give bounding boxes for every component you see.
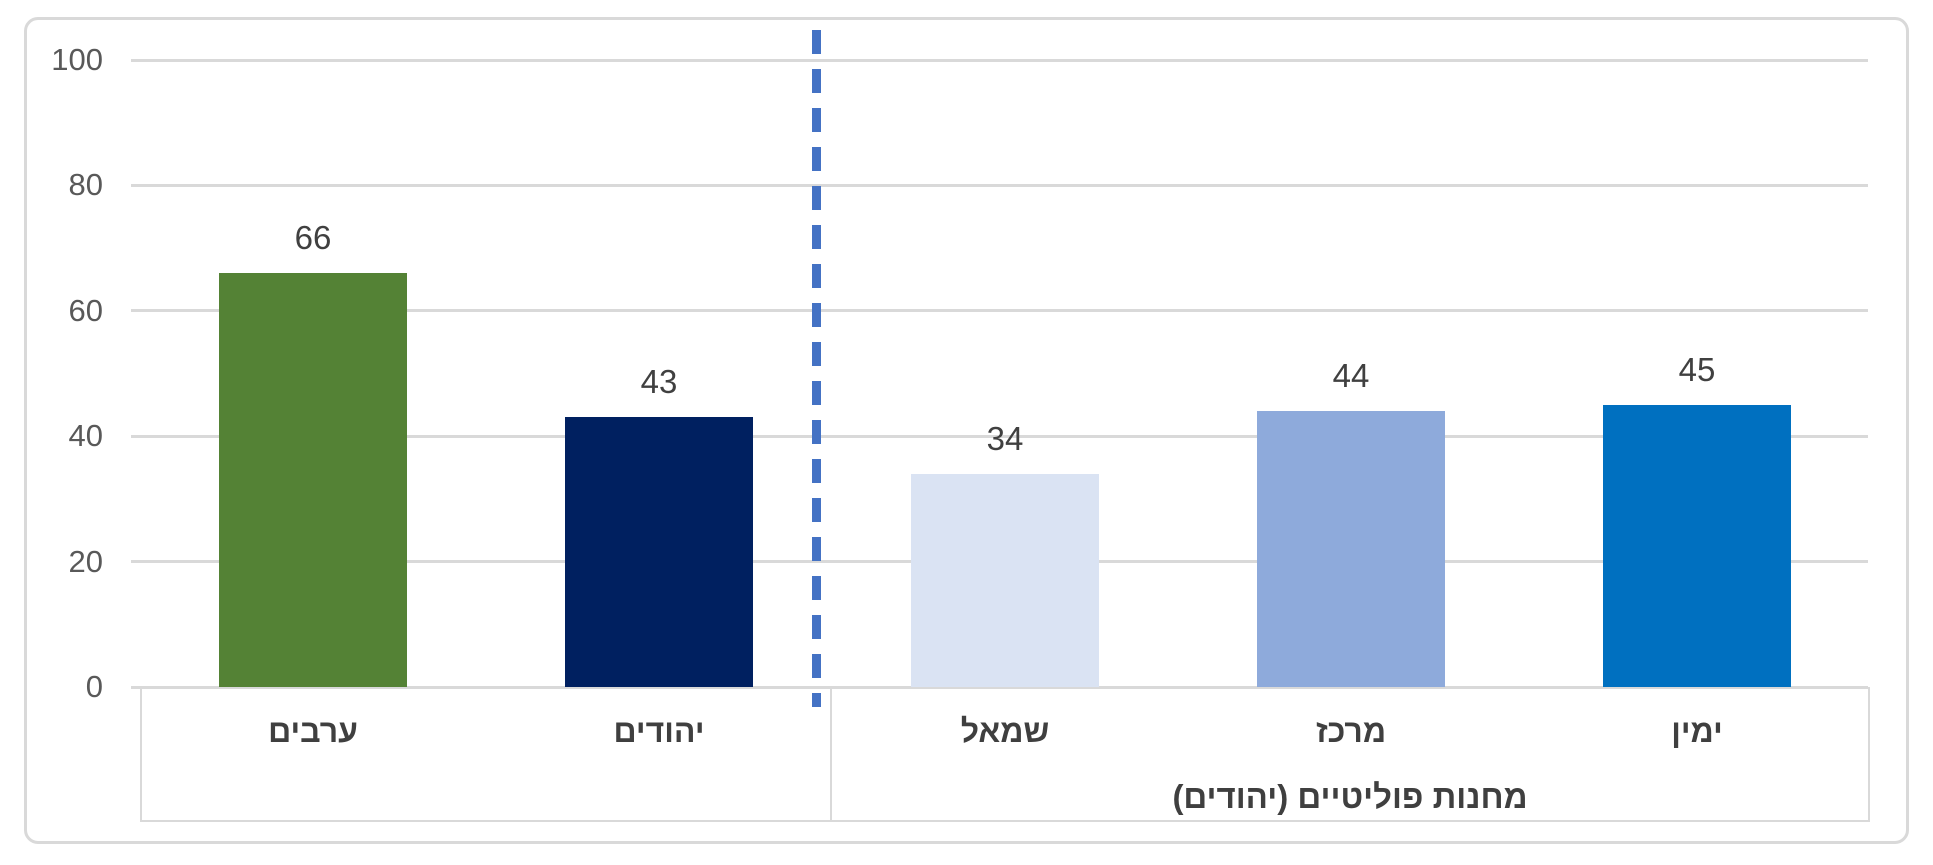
y-tick-label-100: 100 bbox=[51, 42, 103, 77]
y-tick-label-60: 60 bbox=[68, 292, 103, 328]
category-label-3: מרכז bbox=[1315, 713, 1387, 749]
y-tick-label-80: 80 bbox=[68, 167, 103, 203]
bar-value-label-0: 66 bbox=[294, 219, 332, 256]
group-axis-label: מחנות פוליטיים (יהודים) bbox=[1172, 778, 1528, 815]
y-tick-label-0: 0 bbox=[85, 669, 103, 704]
gridline-y-60 bbox=[131, 309, 1868, 313]
category-label-1: יהודים bbox=[613, 713, 705, 749]
category-axis-box-population-groups bbox=[140, 687, 832, 822]
bar-value-label-1: 43 bbox=[640, 363, 678, 400]
category-label-0: ערבים bbox=[268, 713, 358, 749]
bar-value-label-3: 44 bbox=[1332, 357, 1370, 394]
gridline-y-100 bbox=[131, 58, 1868, 62]
bar-4 bbox=[1603, 405, 1791, 687]
bar-1 bbox=[565, 417, 753, 687]
bar-2 bbox=[911, 474, 1099, 687]
gridline-y-40 bbox=[131, 434, 1868, 438]
category-label-4: ימין bbox=[1671, 713, 1723, 749]
y-tick-label-20: 20 bbox=[68, 543, 103, 579]
bar-0 bbox=[219, 273, 407, 687]
gridline-y-80 bbox=[131, 183, 1868, 187]
bar-3 bbox=[1257, 411, 1445, 687]
category-axis-box-political-camps bbox=[830, 687, 1870, 822]
y-tick-label-40: 40 bbox=[68, 418, 103, 454]
bar-value-label-4: 45 bbox=[1678, 351, 1716, 388]
category-label-2: שמאל bbox=[960, 713, 1050, 749]
bar-value-label-2: 34 bbox=[986, 420, 1024, 457]
dashed-separator-line bbox=[812, 30, 821, 707]
